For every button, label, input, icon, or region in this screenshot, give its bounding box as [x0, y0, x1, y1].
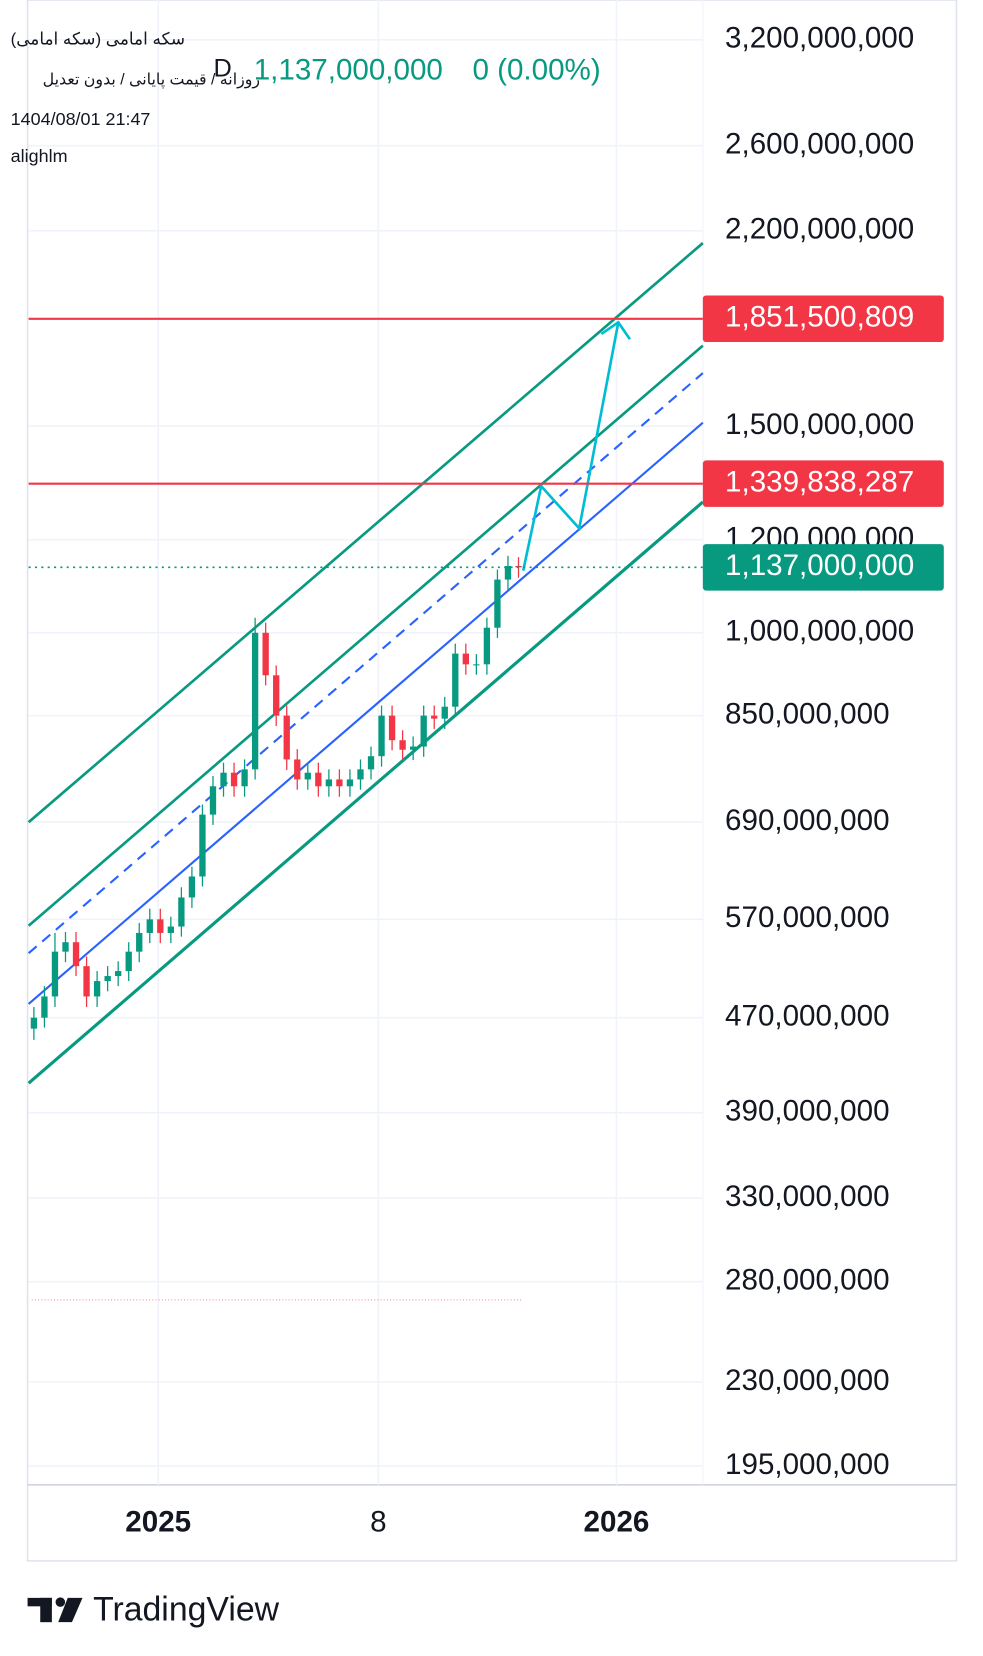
candle-body [315, 772, 322, 787]
change: 0 (0.00%) [472, 54, 600, 87]
y-tick-label: 330,000,000 [725, 1180, 890, 1213]
author: alighlm [11, 146, 68, 166]
price-lines: 1,851,500,809 1,339,838,287 1,137,000,000 [28, 295, 944, 591]
candle-body [51, 951, 59, 997]
candle-body [188, 876, 196, 898]
candle-body [230, 772, 238, 787]
candle-body [367, 756, 375, 770]
brand: TradingView [93, 1591, 280, 1629]
price: 1,137,000,000 [254, 54, 443, 87]
candle-body [388, 715, 396, 741]
price-label: 1,339,838,287 [725, 465, 914, 498]
interval: D [214, 54, 232, 82]
candle-body [83, 966, 90, 997]
candle-body [462, 653, 469, 665]
candle-body [399, 740, 406, 750]
candle-body [220, 772, 227, 787]
y-tick-label: 470,000,000 [725, 999, 890, 1032]
candle-body [409, 746, 417, 750]
candle-body [357, 769, 364, 780]
candle-body [178, 897, 185, 927]
candle-body [251, 632, 259, 770]
chart-frame [26, 0, 958, 1562]
candle-body [157, 919, 164, 933]
candle-body [452, 653, 459, 707]
candle-body [146, 919, 153, 933]
candle-body [504, 565, 512, 580]
candle-body [378, 715, 385, 757]
y-tick-label: 2,600,000,000 [725, 127, 914, 160]
x-tick-label: 8 [370, 1506, 386, 1539]
candle-body [30, 1017, 38, 1029]
y-axis: 195,000,000 230,000,000 280,000,000 330,000… [125, 22, 914, 1539]
brand-logo [27, 1597, 83, 1623]
y-tick-label: 280,000,000 [725, 1264, 890, 1297]
arrow-head [600, 320, 632, 340]
candle-body [136, 932, 143, 952]
candle-body [473, 664, 480, 666]
candle-body [209, 786, 217, 815]
y-tick-label: 690,000,000 [725, 804, 890, 837]
y-tick-label: 1,000,000,000 [725, 615, 914, 648]
candle-body [167, 926, 175, 933]
candle-body [304, 772, 311, 780]
channel-lower [27, 500, 704, 1085]
channel-upper [27, 242, 704, 824]
candles [30, 555, 522, 1040]
y-tick-label: 3,200,000,000 [725, 22, 914, 55]
y-tick-label: 230,000,000 [725, 1364, 890, 1397]
logo-part [27, 1597, 52, 1607]
candle-body [41, 996, 48, 1018]
grid [28, 0, 703, 1485]
trend-line [27, 421, 704, 1005]
candle-body [125, 951, 132, 972]
channel-inner [27, 344, 704, 927]
candle-body [62, 942, 69, 952]
candle-body [294, 759, 301, 780]
candle-body [199, 814, 206, 877]
y-tick-label: 2,200,000,000 [725, 213, 914, 246]
y-tick-label: 195,000,000 [725, 1448, 890, 1481]
y-tick-label: 850,000,000 [725, 697, 890, 730]
projection-arrow [521, 322, 620, 571]
drawings [27, 242, 704, 1301]
candle-body [346, 779, 354, 787]
price-label-box [702, 295, 944, 343]
candle-body [283, 715, 290, 760]
logo-part [55, 1597, 66, 1607]
candle-body [93, 981, 101, 997]
x-tick-label: 2026 [584, 1506, 650, 1539]
y-tick-label: 390,000,000 [725, 1095, 890, 1128]
description: روزانه / قیمت پایانی / بدون تعدیل [43, 72, 260, 90]
logo-part [58, 1597, 83, 1623]
price-label-box [702, 460, 944, 507]
logo-part [40, 1597, 52, 1623]
candle-body [241, 769, 248, 787]
price-label: 1,851,500,809 [725, 301, 914, 334]
candle-body [336, 779, 343, 787]
candle-body [431, 715, 438, 719]
candle-body [325, 779, 333, 787]
candle-body [72, 942, 80, 967]
candle-body [420, 715, 427, 747]
candle-body [262, 632, 269, 676]
candle-body [494, 579, 501, 628]
candle-body [115, 971, 122, 977]
candle-body [441, 706, 448, 719]
trend-line-dashed [27, 372, 704, 955]
candle-body [104, 976, 111, 982]
y-tick-label: 570,000,000 [725, 901, 890, 934]
candle-body [483, 627, 491, 665]
symbol: سکه امامی (سکه امامی) [11, 30, 185, 49]
y-tick-label: 1,500,000,000 [725, 408, 914, 441]
x-tick-label: 2025 [125, 1506, 191, 1539]
datetime: 1404/08/01 21:47 [11, 109, 151, 129]
price-label: 1,137,000,000 [725, 549, 914, 582]
candle-body [273, 675, 280, 716]
price-label-box [702, 544, 944, 591]
